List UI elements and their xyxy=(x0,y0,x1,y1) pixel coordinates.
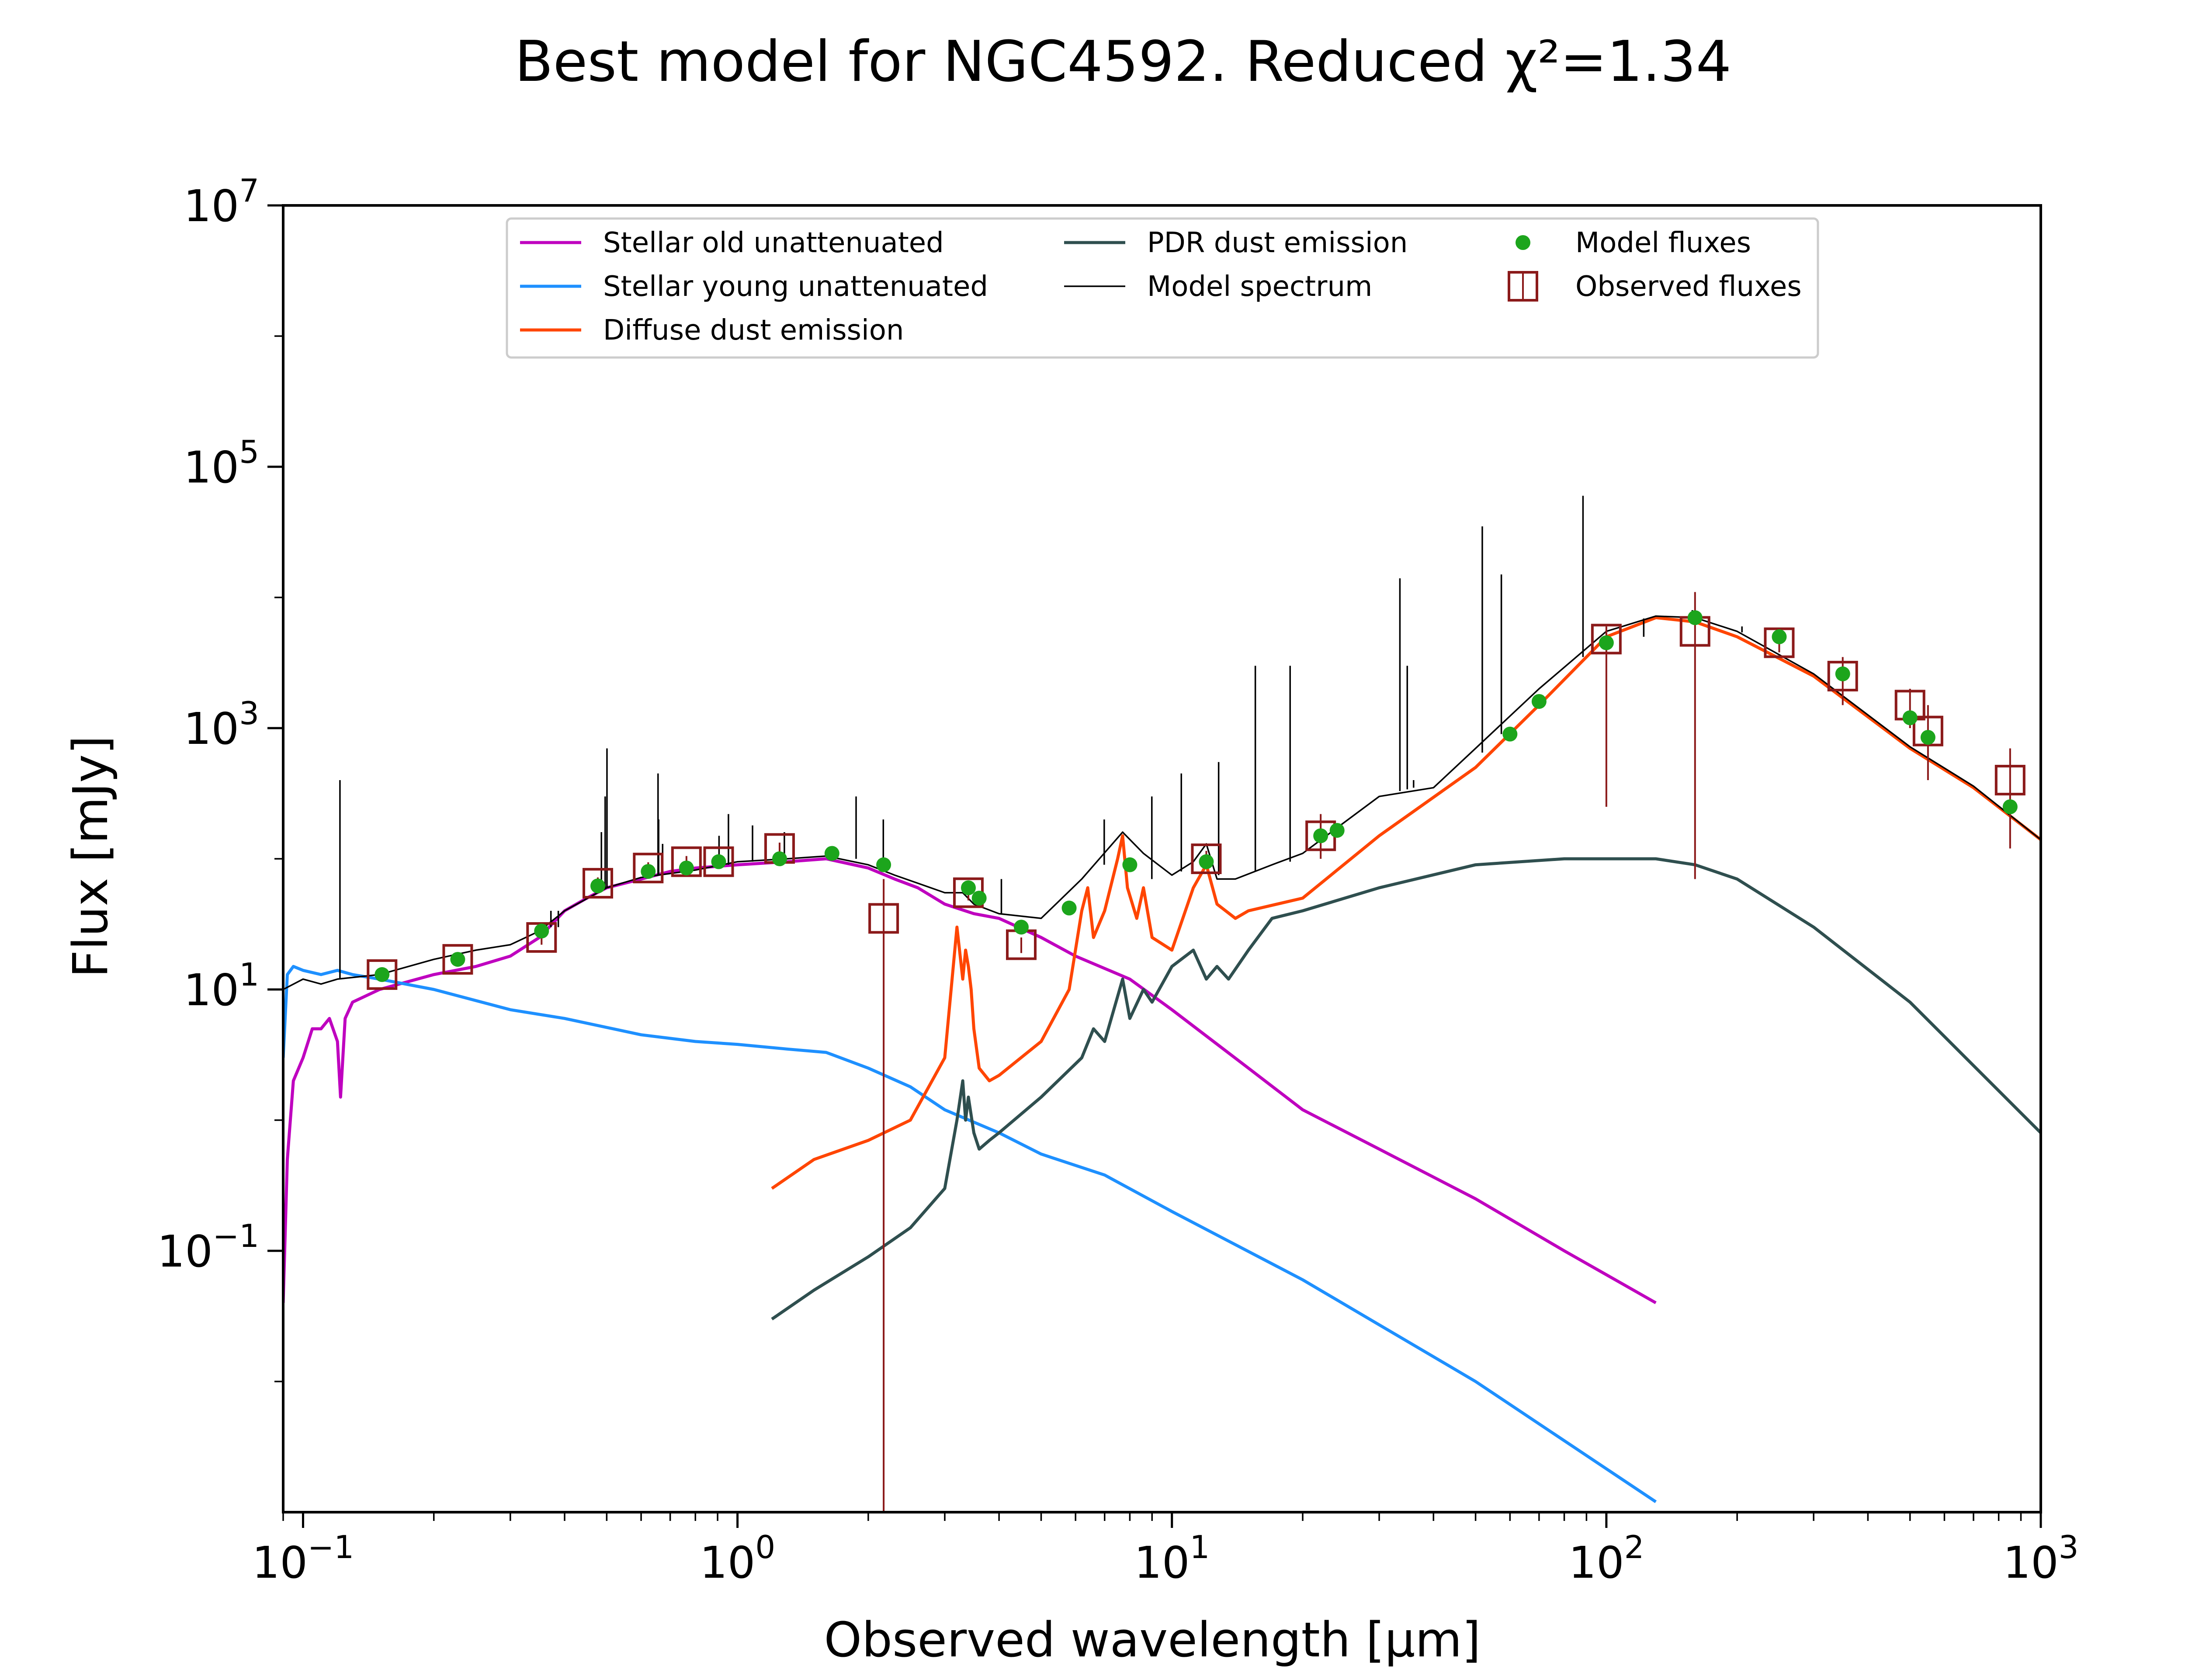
model-flux-point xyxy=(1199,854,1214,869)
x-tick-label: 102 xyxy=(1568,1529,1644,1588)
model-flux-point xyxy=(1013,920,1029,935)
y-axis-label: Flux [mJy] xyxy=(62,736,118,978)
model-flux-point xyxy=(1920,730,1935,745)
plot-area xyxy=(283,496,2041,1512)
series-line-stellar-young-unattenuated xyxy=(283,965,1657,1503)
model-flux-point xyxy=(1835,666,1850,681)
model-flux-point xyxy=(824,846,839,861)
legend-item-model-fluxes-swatch xyxy=(1516,235,1530,250)
observed-flux-marker xyxy=(1764,627,1795,658)
legend-item-stellar-young-unattenuated-label: Stellar young unattenuated xyxy=(603,271,988,303)
legend-item-observed-fluxes-label: Observed fluxes xyxy=(1575,271,1802,303)
axes: 10−1 100 101 102 103 10−1 101 103 105 107 xyxy=(157,172,2079,1588)
observed-flux-marker xyxy=(583,868,614,899)
model-flux-point xyxy=(1531,694,1547,709)
model-flux-point xyxy=(971,891,987,906)
model-flux-point xyxy=(375,967,390,982)
model-flux-point xyxy=(2002,799,2018,815)
model-flux-point xyxy=(1599,635,1614,650)
model-flux-point xyxy=(1061,900,1077,916)
x-tick-label: 101 xyxy=(1134,1529,1210,1588)
y-tick-label: 107 xyxy=(184,172,259,232)
model-flux-point xyxy=(772,851,787,866)
observed-flux-marker xyxy=(442,944,473,975)
legend-item-pdr-dust-emission-label: PDR dust emission xyxy=(1147,227,1408,259)
model-flux-point xyxy=(1329,823,1345,838)
observed-flux-marker xyxy=(1912,715,1943,746)
model-flux-point xyxy=(711,854,726,869)
series-line-pdr-dust-emission xyxy=(771,857,2041,1321)
model-flux-point xyxy=(876,857,891,872)
legend-item-stellar-old-unattenuated-label: Stellar old unattenuated xyxy=(603,227,944,259)
legend-box xyxy=(506,217,1819,359)
y-tick-label: 103 xyxy=(184,695,259,754)
observed-flux-marker xyxy=(1994,764,2025,795)
model-flux-point xyxy=(1313,828,1328,843)
y-tick-label: 105 xyxy=(184,434,259,493)
model-flux-point xyxy=(590,878,606,894)
observed-flux-marker xyxy=(868,903,899,934)
model-flux-point xyxy=(1902,710,1918,725)
observed-flux-marker xyxy=(1591,624,1622,655)
observed-flux-marker xyxy=(1827,661,1858,692)
observed-flux-marker xyxy=(671,846,702,877)
model-flux-point xyxy=(1687,610,1703,625)
model-flux-point xyxy=(961,880,976,896)
model-flux-point xyxy=(679,861,694,876)
model-flux-point xyxy=(534,923,549,939)
x-tick-label: 103 xyxy=(2003,1529,2078,1588)
x-tick-label: 100 xyxy=(700,1529,775,1588)
model-flux-point xyxy=(450,952,465,967)
observed-flux-marker xyxy=(1191,843,1222,874)
series-line-model-spectrum xyxy=(283,615,2041,990)
x-tick-label: 10−1 xyxy=(252,1529,354,1588)
x-axis-label: Observed wavelength [μm] xyxy=(824,1612,1481,1668)
observed-flux-marker xyxy=(633,853,664,884)
y-tick-label: 101 xyxy=(184,956,259,1016)
model-flux-point xyxy=(1772,629,1787,645)
legend: Stellar old unattenuated Stellar young un… xyxy=(506,217,1819,359)
legend-item-diffuse-dust-emission-label: Diffuse dust emission xyxy=(603,314,904,347)
y-tick-label: 10−1 xyxy=(157,1218,259,1277)
observed-flux-marker xyxy=(367,959,398,990)
observed-flux-marker xyxy=(526,922,557,953)
model-flux-point xyxy=(641,864,656,879)
chart-title: Best model for NGC4592. Reduced χ²=1.34 xyxy=(515,29,1731,94)
legend-item-model-fluxes-label: Model fluxes xyxy=(1575,227,1751,259)
legend-item-model-spectrum-label: Model spectrum xyxy=(1147,271,1372,303)
model-flux-point xyxy=(1122,857,1138,872)
model-flux-point xyxy=(1502,726,1518,742)
observed-flux-marker xyxy=(703,846,734,877)
